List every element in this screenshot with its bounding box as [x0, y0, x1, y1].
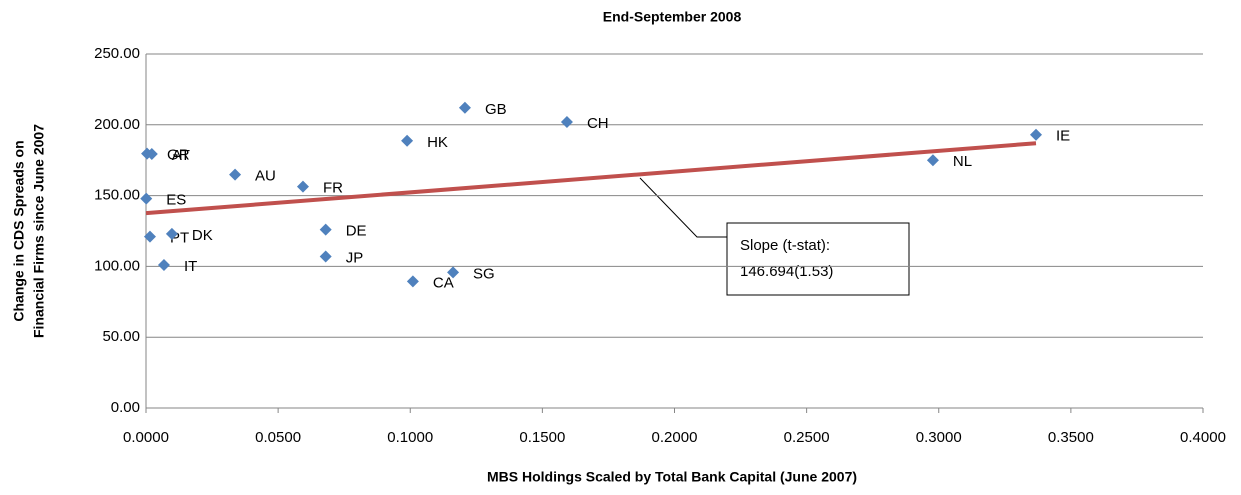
trend-line [145, 141, 1037, 216]
point [458, 101, 471, 114]
y-tick-label: 0.00 [111, 399, 140, 416]
y-tick-label: 200.00 [94, 116, 140, 133]
point-label: IE [1056, 128, 1070, 145]
point-label: JP [346, 249, 364, 266]
y-tick-label: 100.00 [94, 257, 140, 274]
annotation: 146.694(1.53) [740, 263, 833, 280]
point-label: ES [166, 192, 186, 209]
annotation: Slope (t-stat): [740, 237, 830, 254]
point [406, 275, 419, 288]
point [319, 250, 332, 263]
y-axis-label: Change in CDS Spreads on [11, 140, 27, 321]
y-axis-label: Financial Firms since June 2007 [31, 124, 47, 338]
point-label: IT [184, 258, 197, 275]
point-label: FR [323, 180, 343, 197]
point-label: AU [255, 168, 276, 185]
point [926, 154, 939, 167]
x-tick-label: 0.0000 [123, 429, 169, 446]
point [319, 223, 332, 236]
point-label: SG [473, 265, 495, 282]
point [157, 258, 170, 271]
point [401, 134, 414, 147]
point [1029, 128, 1042, 141]
point [447, 266, 460, 279]
point [296, 180, 309, 193]
x-tick-label: 0.1500 [519, 429, 565, 446]
x-tick-label: 0.1000 [387, 429, 433, 446]
x-tick-label: 0.3500 [1048, 429, 1094, 446]
callout-line [639, 177, 727, 238]
y-tick-label: 250.00 [94, 45, 140, 62]
point [560, 115, 573, 128]
point-label: GR [167, 147, 190, 164]
point-label: CA [433, 274, 454, 291]
x-tick-label: 0.4000 [1180, 429, 1226, 446]
point [229, 168, 242, 181]
x-tick-label: 0.2500 [784, 429, 830, 446]
y-tick-label: 150.00 [94, 187, 140, 204]
x-tick-label: 0.0500 [255, 429, 301, 446]
annotation-box [726, 222, 910, 296]
point [140, 192, 153, 205]
point-label: HK [427, 134, 448, 151]
point [165, 227, 178, 240]
point [143, 230, 156, 243]
point-label: DK [192, 227, 213, 244]
point-label: GB [485, 101, 507, 118]
x-axis-label: MBS Holdings Scaled by Total Bank Capita… [487, 469, 857, 485]
point-label: DE [346, 223, 367, 240]
x-tick-label: 0.2000 [652, 429, 698, 446]
y-tick-label: 50.00 [102, 328, 140, 345]
point-label: CH [587, 115, 609, 132]
x-tick-label: 0.3000 [916, 429, 962, 446]
point-label: AT [172, 147, 190, 164]
point [145, 147, 158, 160]
point-label: NL [953, 153, 972, 170]
chart-title: End-September 2008 [603, 9, 742, 25]
